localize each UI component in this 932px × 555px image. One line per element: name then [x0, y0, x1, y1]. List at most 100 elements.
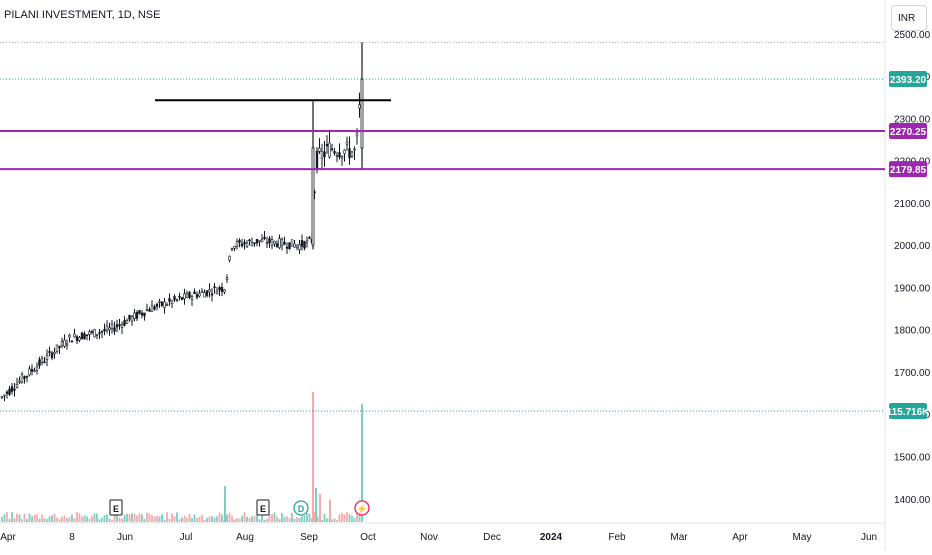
volume-bar [73, 518, 76, 522]
price-tick-label: 1800.00 [894, 326, 931, 337]
candle-body [3, 394, 6, 397]
candle-body [33, 370, 36, 373]
price-tick-label: 2500.00 [894, 30, 931, 41]
price-tick-label: 1400.00 [894, 495, 931, 506]
volume-bar [193, 514, 196, 522]
time-tick-label: 2024 [540, 532, 563, 543]
candle-body [20, 374, 24, 383]
volume-bar [266, 518, 268, 522]
candle-body [311, 147, 315, 246]
price-marker-label: 2270.25 [890, 127, 927, 138]
volume-bar [323, 513, 326, 522]
candle-body [358, 104, 361, 109]
volume-bar [241, 515, 243, 522]
candle-body [205, 290, 209, 296]
volume-bar [203, 519, 206, 522]
event-marker-earnings[interactable]: E [256, 499, 270, 516]
candle-body [55, 344, 59, 352]
volume-bar [33, 514, 36, 522]
event-marker-earnings[interactable]: E [109, 499, 123, 516]
volume-bar [106, 514, 108, 522]
time-tick-label: Jun [861, 532, 877, 543]
volume-bar [133, 513, 136, 522]
candle-body [38, 359, 41, 366]
volume-bar [346, 512, 348, 522]
candle-body [213, 286, 216, 289]
volume-bar [36, 514, 38, 522]
candle-body [85, 334, 89, 337]
time-tick-label: 8 [69, 532, 75, 543]
volume-bar [176, 512, 178, 522]
volume-bar [233, 519, 236, 522]
volume-bar [1, 516, 3, 522]
candle-body [183, 293, 186, 300]
price-marker-bg [889, 70, 927, 87]
candle-body [170, 300, 174, 304]
volume-bar [96, 513, 98, 522]
candle-body [120, 324, 124, 328]
candle-body [105, 325, 109, 332]
volume-bar [118, 517, 121, 522]
candle-body [40, 358, 44, 363]
volume-bar [13, 517, 16, 522]
candle-body [223, 289, 226, 293]
volume-bar [6, 512, 8, 522]
price-tick-label: 2100.00 [894, 199, 931, 210]
time-tick-label: Apr [732, 532, 748, 543]
candle-body [328, 142, 331, 158]
volume-bar [41, 514, 43, 522]
volume-bar [226, 514, 228, 522]
volume-bar [198, 517, 201, 522]
volume-bar [201, 515, 203, 522]
candle-body [203, 292, 206, 298]
volume-bar [286, 516, 288, 522]
volume-bar [303, 515, 306, 522]
currency-selector[interactable]: INR [891, 5, 927, 31]
volume-bar [123, 514, 126, 522]
volume-bar [338, 514, 341, 522]
candle-body [63, 339, 66, 347]
event-marker-split[interactable]: ⚡ [354, 500, 370, 516]
candle-body [338, 152, 341, 158]
volume-bar [356, 512, 358, 522]
volume-bar [161, 514, 163, 522]
candle-body [140, 312, 144, 316]
candle-body [10, 386, 14, 392]
volume-bar [16, 513, 18, 522]
candle-body [355, 132, 359, 137]
candle-body [125, 320, 129, 324]
candle-body [173, 296, 176, 301]
candle-body [48, 351, 51, 353]
volume-bar [48, 516, 51, 522]
candle-body [30, 369, 34, 372]
candle-body [28, 368, 31, 376]
candle-body [163, 301, 166, 308]
candle-body [318, 147, 321, 152]
volume-bar [28, 513, 31, 522]
volume-bar [121, 518, 123, 522]
volume-bar [168, 519, 171, 522]
volume-bar [103, 514, 106, 522]
candle-body [53, 351, 56, 355]
price-tick-label: 2000.00 [894, 241, 931, 252]
candle-body [330, 148, 334, 151]
volume-bar [53, 513, 56, 522]
volume-bar [51, 515, 53, 522]
candle-body [298, 244, 301, 250]
candle-body [135, 312, 139, 319]
candle-body [138, 310, 141, 314]
event-marker-dividend[interactable]: D [293, 500, 309, 516]
candle-body [165, 304, 169, 306]
candle-body [215, 290, 219, 295]
volume-bar [153, 516, 156, 522]
candle-body [90, 331, 94, 333]
candle-body [335, 155, 339, 157]
volume-bar [98, 519, 101, 522]
price-tick-label: 1500.00 [894, 452, 931, 463]
candles-group [0, 42, 364, 402]
volume-bar [358, 512, 361, 522]
volume-bar [166, 512, 168, 522]
volume-bar [71, 514, 73, 522]
